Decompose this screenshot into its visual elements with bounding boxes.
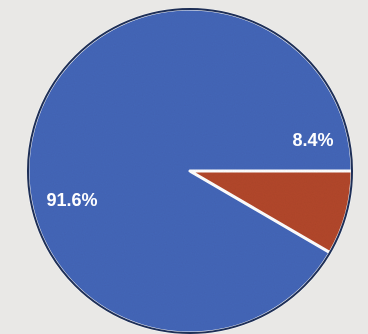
slice-data-label-1: 8.4%: [292, 130, 333, 150]
slices-layer: [26, 7, 354, 334]
labels-layer: 91.6% 8.4%: [46, 130, 333, 210]
slice-data-label-0: 91.6%: [46, 190, 97, 210]
pie-outline: [27, 8, 353, 334]
